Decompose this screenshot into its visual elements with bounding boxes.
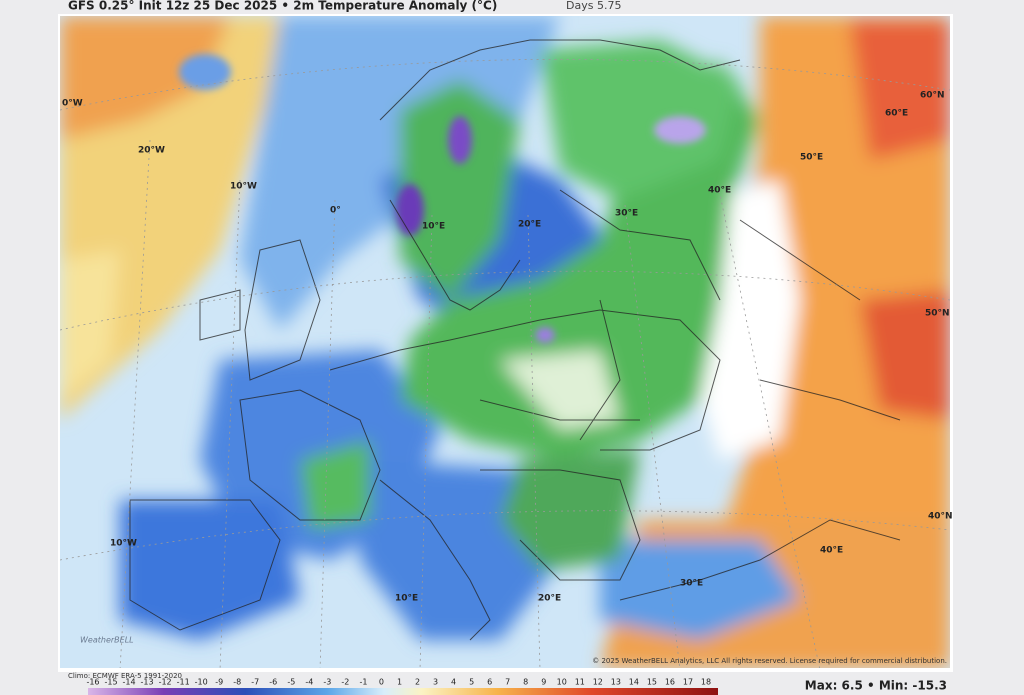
colorbar-tick-label: -8 <box>233 678 241 687</box>
colorbar-tick-label: -7 <box>251 678 259 687</box>
coordinate-label: 50°E <box>800 153 823 163</box>
coordinate-label: 20°E <box>538 594 561 604</box>
colorbar-tick-label: -4 <box>305 678 313 687</box>
coordinate-label: 40°E <box>820 546 843 556</box>
colorbar-tick-label: -14 <box>123 678 136 687</box>
colorbar-tick-label: -15 <box>104 678 117 687</box>
colorbar-tick-label: 0 <box>379 678 384 687</box>
coordinate-label: 30°E <box>615 209 638 219</box>
colorbar-tick-label: 14 <box>629 678 639 687</box>
coordinate-label: 10°E <box>395 594 418 604</box>
coordinate-label: 50°N <box>925 309 950 319</box>
coordinate-label: 10°W <box>230 182 257 192</box>
colorbar-tick-label: 3 <box>433 678 438 687</box>
max-min: Max: 6.5 • Min: -15.3 <box>805 679 947 693</box>
colorbar-tick-label: -1 <box>359 678 367 687</box>
colorbar-tick-label: -10 <box>195 678 208 687</box>
colorbar-tick-label: -5 <box>287 678 295 687</box>
colorbar-tick-label: 4 <box>451 678 456 687</box>
colorbar-tick-label: -6 <box>269 678 277 687</box>
colorbar-tick-label: 2 <box>415 678 420 687</box>
colorbar <box>88 688 718 695</box>
coordinate-label: 20°W <box>138 146 165 156</box>
map-title: GFS 0.25° Init 12z 25 Dec 2025 • 2m Temp… <box>68 0 497 13</box>
colorbar-tick-label: -13 <box>141 678 154 687</box>
coordinate-label: 60°N <box>920 91 945 101</box>
coordinate-label: 0°W <box>62 99 83 109</box>
colorbar-tick-label: 17 <box>683 678 693 687</box>
coordinate-label: 60°E <box>885 109 908 119</box>
colorbar-tick-label: 8 <box>523 678 528 687</box>
colorbar-tick-label: 9 <box>541 678 546 687</box>
colorbar-tick-label: 13 <box>611 678 621 687</box>
colorbar-tick-label: -16 <box>86 678 99 687</box>
copyright: © 2025 WeatherBELL Analytics, LLC All ri… <box>592 657 947 665</box>
climo-note: Climo: ECMWF ERA-5 1991-2020 <box>68 672 182 680</box>
colorbar-tick-label: 15 <box>647 678 657 687</box>
colorbar-tick-label: -11 <box>177 678 190 687</box>
colorbar-tick-label: 5 <box>469 678 474 687</box>
coordinate-label: 10°W <box>110 539 137 549</box>
colorbar-tick-label: -3 <box>323 678 331 687</box>
coordinate-label: 20°E <box>518 220 541 230</box>
colorbar-tick-label: 18 <box>701 678 711 687</box>
colorbar-tick-label: 12 <box>593 678 603 687</box>
colorbar-tick-label: -12 <box>159 678 172 687</box>
colorbar-tick-label: -2 <box>341 678 349 687</box>
logo: WeatherBELL <box>80 636 134 645</box>
colorbar-tick-label: 7 <box>505 678 510 687</box>
map <box>60 16 950 668</box>
colorbar-tick-label: -9 <box>215 678 223 687</box>
colorbar-tick-label: 6 <box>487 678 492 687</box>
colorbar-tick-label: 16 <box>665 678 675 687</box>
colorbar-tick-label: 1 <box>397 678 402 687</box>
coordinate-label: 0° <box>330 206 341 216</box>
coordinate-label: 40°N <box>928 512 953 522</box>
colorbar-tick-label: 11 <box>575 678 585 687</box>
map-subtitle: Days 5.75 <box>566 0 621 12</box>
coordinate-label: 30°E <box>680 579 703 589</box>
coordinate-label: 40°E <box>708 186 731 196</box>
colorbar-tick-label: 10 <box>557 678 567 687</box>
coordinate-label: 10°E <box>422 222 445 232</box>
